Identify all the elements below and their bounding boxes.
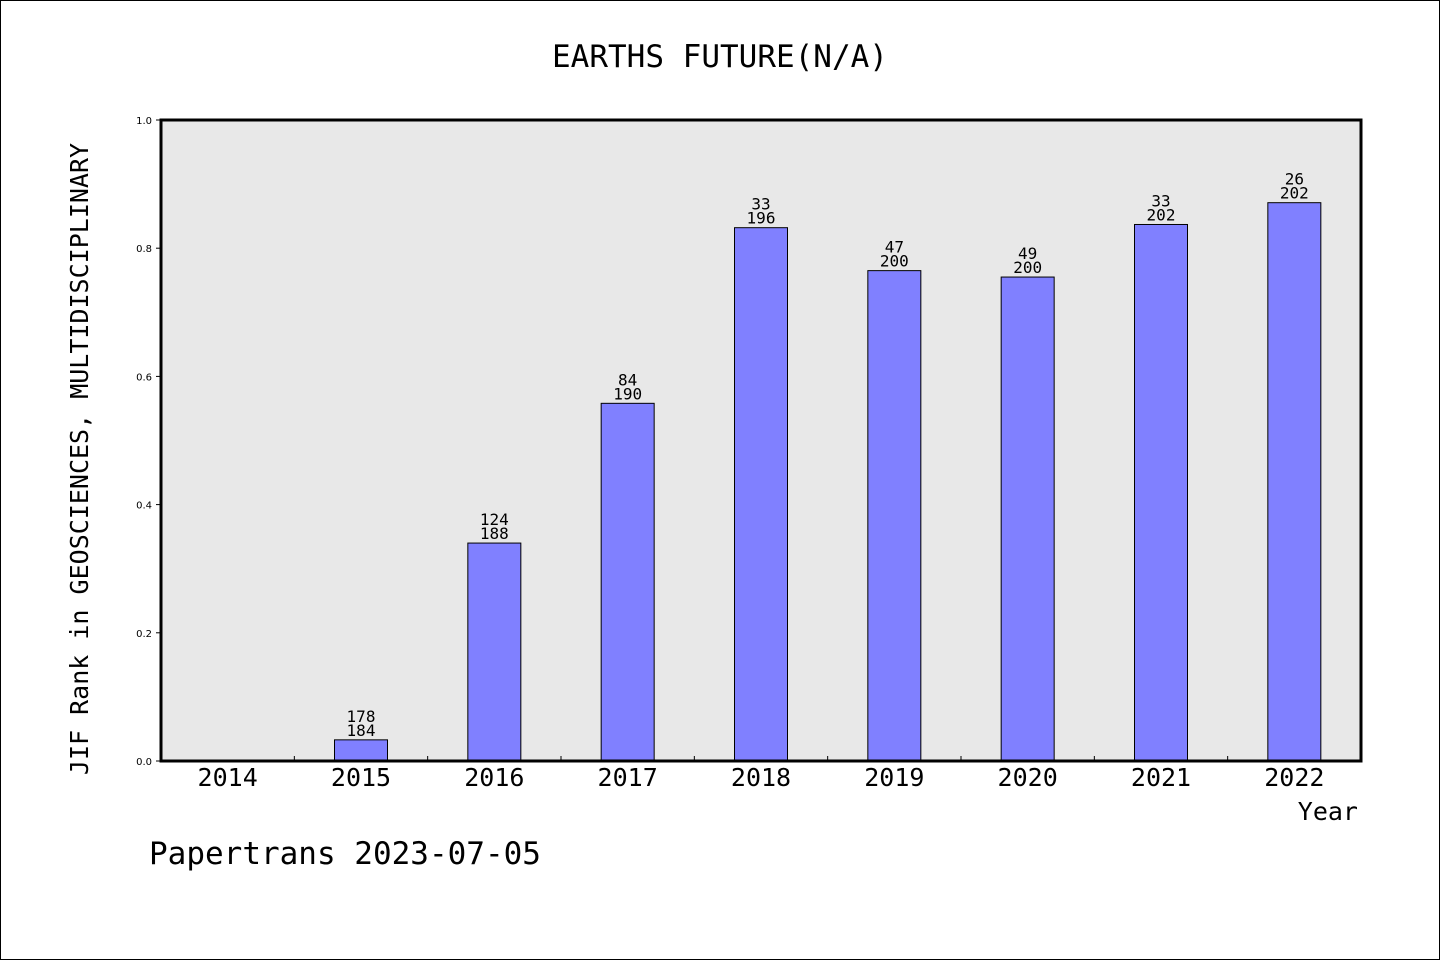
bar-rank-label-2019: 47 bbox=[885, 238, 904, 257]
bar-total-label-2017: 190 bbox=[613, 384, 642, 403]
x-tick-label-2016: 2016 bbox=[464, 763, 524, 792]
x-tick-label-2022: 2022 bbox=[1264, 763, 1324, 792]
bar-2017 bbox=[600, 402, 655, 762]
y-tick-label-0.8: 0.8 bbox=[136, 244, 152, 255]
bar-rank-label-2020: 49 bbox=[1018, 244, 1037, 263]
x-tick-label-2017: 2017 bbox=[598, 763, 658, 792]
bar-total-label-2022: 202 bbox=[1280, 184, 1309, 203]
x-tick-label-2018: 2018 bbox=[731, 763, 791, 792]
bar-total-label-2015: 184 bbox=[347, 721, 376, 740]
bar-total-label-2020: 200 bbox=[1013, 258, 1042, 277]
x-tick-label-2014: 2014 bbox=[198, 763, 258, 792]
bar-rank-label-2015: 178 bbox=[347, 707, 376, 726]
bar-2016 bbox=[467, 542, 522, 762]
bar-2019 bbox=[867, 270, 922, 762]
y-axis-label: JIF Rank in GEOSCIENCES, MULTIDISCIPLINA… bbox=[65, 143, 94, 775]
bar-rank-label-2017: 84 bbox=[618, 370, 637, 389]
x-tick-label-2020: 2020 bbox=[998, 763, 1058, 792]
bar-rank-label-2016: 124 bbox=[480, 510, 509, 529]
bar-total-label-2021: 202 bbox=[1147, 205, 1176, 224]
bar-2020 bbox=[1000, 276, 1055, 762]
y-tick-label-0.6: 0.6 bbox=[136, 372, 152, 383]
plot-area: 2014178184201512418820168419020173319620… bbox=[136, 116, 1363, 792]
plot-frame bbox=[159, 118, 1363, 763]
x-tick-label-2019: 2019 bbox=[864, 763, 924, 792]
x-axis-label: Year bbox=[1298, 797, 1358, 826]
bar-total-label-2018: 196 bbox=[747, 209, 776, 228]
y-tick-label-0.0: 0.0 bbox=[136, 757, 152, 768]
bar-2021 bbox=[1134, 223, 1188, 762]
bar-rank-label-2022: 26 bbox=[1285, 170, 1304, 189]
bar-rank-label-2021: 33 bbox=[1151, 191, 1170, 210]
bar-2015 bbox=[334, 739, 388, 762]
bar-2022 bbox=[1267, 202, 1322, 762]
bar-rank-label-2018: 33 bbox=[751, 195, 770, 214]
bar-2018 bbox=[734, 227, 788, 762]
x-tick-label-2021: 2021 bbox=[1131, 763, 1191, 792]
bar-total-label-2019: 200 bbox=[880, 252, 909, 271]
footer-watermark-text: Papertrans 2023-07-05 bbox=[149, 836, 541, 872]
x-tick-label-2015: 2015 bbox=[331, 763, 391, 792]
y-tick-label-1.0: 1.0 bbox=[136, 116, 152, 127]
y-tick-label-0.4: 0.4 bbox=[136, 501, 152, 512]
chart-title: EARTHS FUTURE(N/A) bbox=[552, 39, 888, 75]
y-tick-label-0.2: 0.2 bbox=[136, 629, 152, 640]
bar-total-label-2016: 188 bbox=[480, 524, 509, 543]
